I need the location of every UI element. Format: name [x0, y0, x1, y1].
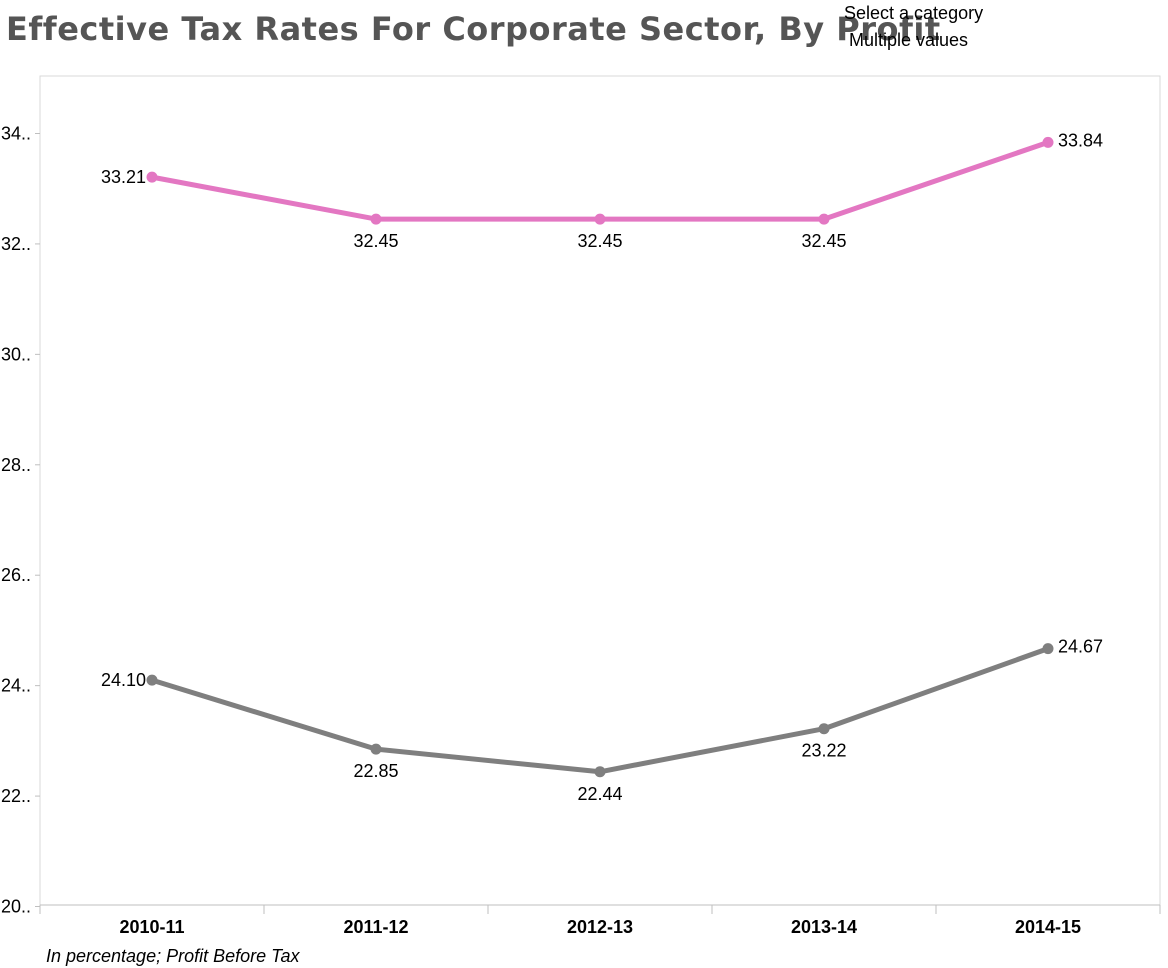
y-tick-label: 26..: [1, 565, 31, 585]
data-label: 22.44: [577, 784, 622, 804]
data-label: 22.85: [353, 761, 398, 781]
y-tick-label: 34..: [1, 124, 31, 144]
x-tick-label: 2013-14: [791, 917, 857, 937]
data-label: 23.22: [801, 741, 846, 761]
data-label: 24.10: [101, 670, 146, 690]
data-label: 33.21: [101, 167, 146, 187]
data-label: 32.45: [577, 231, 622, 251]
y-tick-label: 20..: [1, 897, 31, 917]
y-tick-label: 22..: [1, 786, 31, 806]
x-tick-label: 2010-11: [119, 917, 184, 937]
data-label: 24.67: [1058, 637, 1103, 657]
footnote: In percentage; Profit Before Tax: [46, 946, 300, 966]
series-line: [149, 646, 1051, 775]
filter-label: Select a category: [844, 3, 984, 23]
data-label: 33.84: [1058, 130, 1103, 150]
y-tick-label: 32..: [1, 234, 31, 254]
category-filter[interactable]: Select a category Multiple values: [844, 0, 983, 54]
data-point: [146, 674, 158, 686]
filter-value[interactable]: Multiple values: [849, 30, 969, 50]
data-point: [1042, 136, 1054, 148]
data-point: [594, 766, 606, 778]
series-1: 33.21 32.45 32.45 32.45 33.84: [101, 130, 1103, 251]
y-tick-label: 28..: [1, 455, 31, 475]
x-tick-label: 2014-15: [1015, 917, 1081, 937]
data-point: [818, 213, 830, 225]
x-tick-label: 2011-12: [343, 917, 408, 937]
data-point: [370, 213, 382, 225]
data-point: [146, 171, 158, 183]
series-line: [149, 139, 1051, 222]
data-point: [818, 723, 830, 735]
data-point: [370, 743, 382, 755]
y-tick-label: 30..: [1, 344, 31, 364]
plot-area: [39, 75, 1161, 906]
data-point: [1042, 643, 1054, 655]
data-label: 32.45: [353, 231, 398, 251]
x-tick-label: 2012-13: [567, 917, 633, 937]
y-tick-label: 24..: [1, 676, 31, 696]
data-label: 32.45: [801, 231, 846, 251]
chart-title: Effective Tax Rates For Corporate Sector…: [6, 10, 941, 48]
series-2: 24.10 22.85 22.44 23.22 24.67: [101, 637, 1103, 804]
data-point: [594, 213, 606, 225]
